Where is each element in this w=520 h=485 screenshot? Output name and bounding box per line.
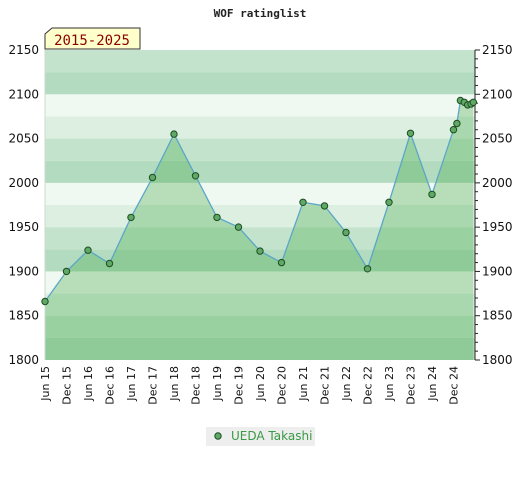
x-tick-label: Dec 18 — [190, 366, 203, 405]
legend: UEDA Takashi — [206, 427, 315, 446]
x-tick-label: Dec 15 — [61, 366, 74, 405]
plot-band — [45, 205, 475, 228]
y-axis-right: 1800 1850 1900 1950 2000 2050 2100 2150 — [474, 43, 513, 367]
x-tick-label: Dec 23 — [405, 366, 418, 405]
data-point — [170, 130, 178, 138]
data-point — [406, 129, 415, 138]
y-tick-label-left: 1950 — [8, 220, 39, 234]
data-point — [320, 202, 329, 210]
y-tick-label-right: 2100 — [482, 87, 513, 101]
x-tick-label: Jun 23 — [383, 366, 396, 402]
data-point — [469, 98, 477, 107]
x-tick-label: Jun 15 — [39, 366, 52, 402]
x-tick-label: Dec 17 — [147, 366, 160, 405]
plot-band — [45, 315, 475, 338]
plot-bands — [45, 50, 475, 360]
y-tick-label-right: 2000 — [482, 176, 513, 190]
chart-title: WOF ratinglist — [214, 7, 307, 20]
data-point — [41, 297, 49, 306]
data-point — [148, 173, 157, 182]
y-tick-label-left: 1850 — [8, 309, 39, 323]
y-tick-label-right: 1800 — [482, 353, 513, 367]
x-tick-label: Dec 24 — [448, 366, 461, 405]
y-tick-label-left: 2000 — [8, 176, 39, 190]
data-point — [62, 267, 71, 276]
y-tick-label-right: 2050 — [482, 132, 513, 146]
data-point — [277, 258, 286, 267]
data-point — [191, 172, 200, 180]
data-point — [385, 198, 393, 207]
x-tick-label: Jun 18 — [168, 366, 181, 402]
y-tick-label-right: 1850 — [482, 309, 513, 323]
plot-band — [45, 293, 475, 316]
y-tick-label-left: 2150 — [8, 43, 39, 57]
plot-band — [45, 182, 475, 205]
legend-marker-icon — [214, 432, 222, 440]
plot-band — [45, 94, 475, 117]
y-tick-label-right: 2150 — [482, 43, 513, 57]
y-axis-left: 1800 1850 1900 1950 2000 2050 2100 2150 — [8, 43, 46, 367]
data-point — [449, 126, 458, 134]
y-tick-label-right: 1950 — [482, 220, 513, 234]
x-tick-label: Jun 20 — [254, 366, 267, 402]
period-badge-box — [44, 27, 141, 50]
x-tick-label: Jun 24 — [426, 366, 439, 402]
x-tick-label: Dec 16 — [104, 366, 117, 405]
period-badge: 2015-2025 — [44, 27, 141, 50]
data-point — [105, 259, 114, 268]
plot-band — [45, 227, 475, 250]
data-point — [234, 223, 243, 231]
x-tick-label: Dec 22 — [362, 366, 375, 405]
y-tick-label-right: 1900 — [482, 264, 513, 278]
y-tick-label-left: 1900 — [8, 264, 39, 278]
data-point — [453, 119, 461, 128]
rating-line — [44, 99, 474, 302]
x-tick-label: Jun 21 — [297, 366, 310, 402]
y-tick-label-left: 2050 — [8, 132, 39, 146]
rating-area — [45, 100, 474, 360]
plot-band — [45, 138, 475, 161]
data-point — [363, 265, 372, 273]
period-badge-label: 2015-2025 — [54, 33, 130, 49]
x-tick-label: Jun 22 — [340, 366, 353, 402]
data-point — [213, 213, 221, 222]
x-axis: Jun 15 Dec 15 Jun 16 Dec 16 Jun 17 Dec 17 Jun … — [39, 366, 461, 405]
x-tick-label: Jun 19 — [211, 366, 224, 402]
data-point — [256, 247, 264, 255]
plot-band — [45, 72, 475, 95]
data-markers — [41, 96, 477, 306]
plot-band — [45, 271, 475, 294]
x-tick-label: Jun 17 — [125, 366, 138, 402]
legend-box — [206, 427, 315, 446]
data-point — [84, 246, 92, 254]
x-tick-label: Dec 21 — [319, 366, 332, 405]
y-tick-label-left: 2100 — [8, 87, 39, 101]
data-point — [428, 190, 436, 199]
x-tick-label: Jun 16 — [82, 366, 95, 402]
data-point — [127, 213, 135, 222]
data-point — [299, 198, 307, 207]
plot-band — [45, 337, 475, 360]
plot-band — [45, 50, 475, 73]
legend-series-label: UEDA Takashi — [231, 429, 312, 443]
x-tick-label: Dec 19 — [233, 366, 246, 405]
data-point — [342, 228, 350, 237]
plot-band — [45, 116, 475, 139]
y-tick-label-left: 1800 — [8, 353, 39, 367]
x-tick-label: Dec 20 — [276, 366, 289, 405]
